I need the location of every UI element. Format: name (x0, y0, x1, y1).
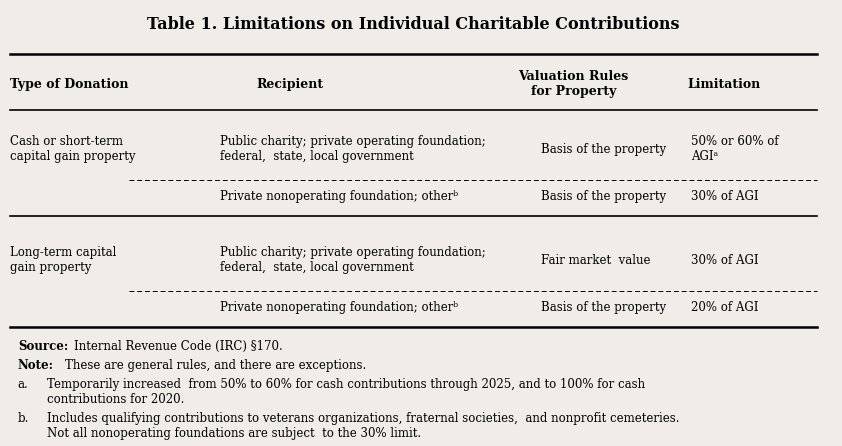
Text: Source:: Source: (18, 340, 68, 353)
Text: These are general rules, and there are exceptions.: These are general rules, and there are e… (65, 359, 366, 372)
Text: 50% or 60% of
AGIᵃ: 50% or 60% of AGIᵃ (691, 135, 779, 163)
Text: Basis of the property: Basis of the property (541, 301, 666, 314)
Text: 20% of AGI: 20% of AGI (691, 301, 759, 314)
Text: Private nonoperating foundation; otherᵇ: Private nonoperating foundation; otherᵇ (220, 301, 458, 314)
Text: b.: b. (18, 413, 29, 425)
Text: Type of Donation: Type of Donation (9, 78, 128, 91)
Text: Fair market  value: Fair market value (541, 254, 650, 267)
Text: a.: a. (18, 378, 29, 391)
Text: Private nonoperating foundation; otherᵇ: Private nonoperating foundation; otherᵇ (220, 190, 458, 203)
Text: Temporarily increased  from 50% to 60% for cash contributions through 2025, and : Temporarily increased from 50% to 60% fo… (46, 378, 645, 406)
Text: Includes qualifying contributions to veterans organizations, fraternal societies: Includes qualifying contributions to vet… (46, 413, 679, 440)
Text: Basis of the property: Basis of the property (541, 190, 666, 203)
Text: Valuation Rules
for Property: Valuation Rules for Property (519, 70, 629, 98)
Text: Internal Revenue Code (IRC) §170.: Internal Revenue Code (IRC) §170. (74, 340, 283, 353)
Text: 30% of AGI: 30% of AGI (691, 190, 759, 203)
Text: Long-term capital
gain property: Long-term capital gain property (9, 246, 116, 274)
Text: Basis of the property: Basis of the property (541, 143, 666, 156)
Text: Recipient: Recipient (256, 78, 323, 91)
Text: 30% of AGI: 30% of AGI (691, 254, 759, 267)
Text: Note:: Note: (18, 359, 54, 372)
Text: Public charity; private operating foundation;
federal,  state, local government: Public charity; private operating founda… (220, 246, 485, 274)
Text: Public charity; private operating foundation;
federal,  state, local government: Public charity; private operating founda… (220, 135, 485, 163)
Text: Table 1. Limitations on Individual Charitable Contributions: Table 1. Limitations on Individual Chari… (147, 17, 679, 33)
Text: Cash or short-term
capital gain property: Cash or short-term capital gain property (9, 135, 135, 163)
Text: Limitation: Limitation (688, 78, 761, 91)
